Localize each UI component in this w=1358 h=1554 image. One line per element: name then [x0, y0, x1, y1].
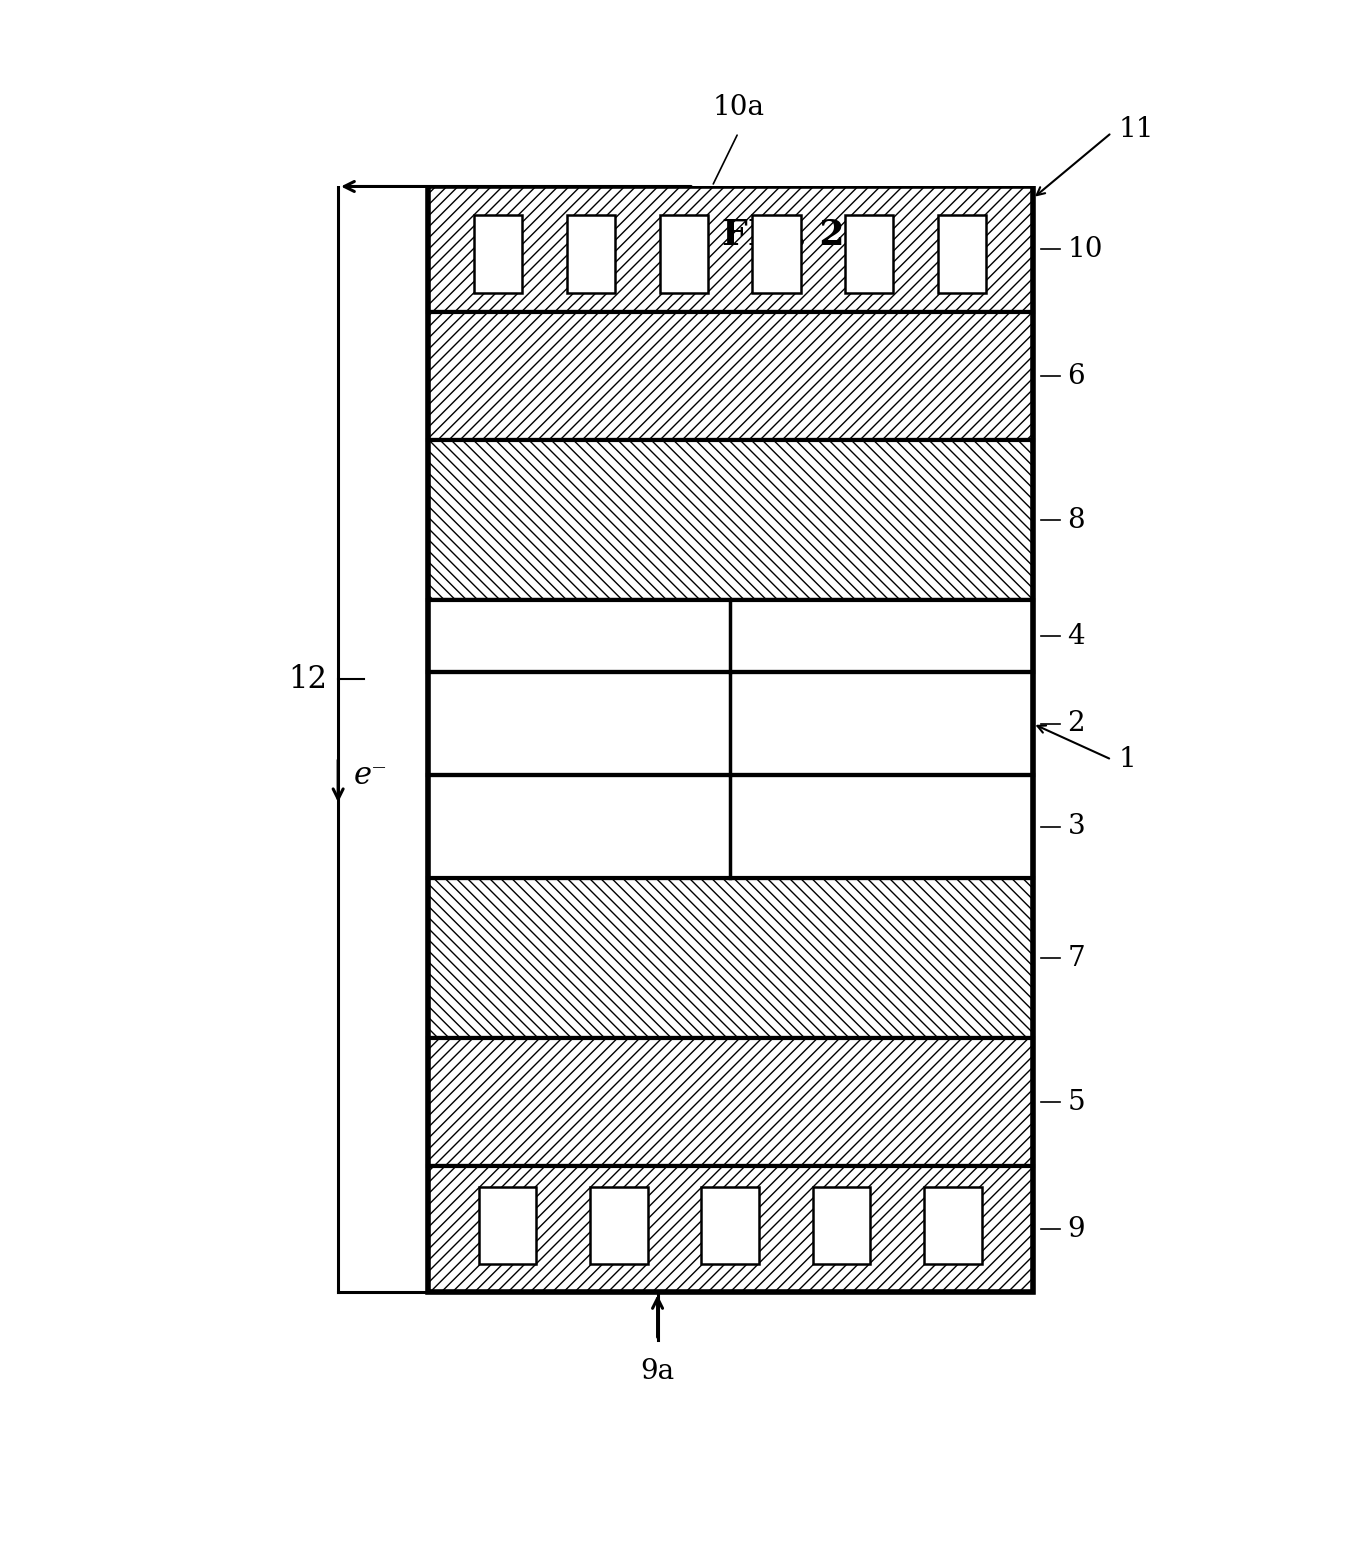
Text: 7: 7: [1067, 945, 1085, 971]
Bar: [660, 216, 708, 294]
Text: 9: 9: [1067, 1215, 1085, 1243]
Bar: [428, 186, 1032, 312]
Bar: [845, 216, 894, 294]
Bar: [428, 186, 1032, 1291]
Bar: [474, 216, 523, 294]
Bar: [938, 216, 986, 294]
Bar: [428, 600, 1032, 673]
Bar: [428, 878, 1032, 1038]
Bar: [731, 600, 1032, 673]
Bar: [428, 673, 731, 775]
Bar: [731, 673, 1032, 775]
Text: 4: 4: [1067, 623, 1085, 650]
Text: 9a: 9a: [641, 1358, 675, 1385]
Bar: [428, 312, 1032, 440]
Bar: [428, 775, 731, 878]
Bar: [428, 673, 1032, 775]
Bar: [428, 1038, 1032, 1167]
Bar: [589, 1187, 648, 1265]
Bar: [428, 1167, 1032, 1291]
Bar: [428, 673, 1032, 775]
Bar: [428, 1167, 1032, 1291]
Bar: [428, 600, 1032, 673]
Bar: [428, 440, 1032, 600]
Text: 8: 8: [1067, 507, 1085, 535]
Text: e⁻: e⁻: [354, 760, 388, 791]
Text: FIG. 2: FIG. 2: [721, 218, 845, 252]
Bar: [701, 1187, 759, 1265]
Bar: [428, 600, 731, 673]
Bar: [478, 1187, 536, 1265]
Text: 1: 1: [1119, 746, 1137, 774]
Bar: [428, 775, 1032, 878]
Text: 6: 6: [1067, 362, 1085, 390]
Bar: [752, 216, 801, 294]
Text: 5: 5: [1067, 1089, 1085, 1116]
Text: 10: 10: [1067, 236, 1103, 263]
Bar: [428, 186, 1032, 312]
Text: 2: 2: [1067, 710, 1085, 737]
Text: 3: 3: [1067, 813, 1085, 841]
Bar: [566, 216, 615, 294]
Text: 11: 11: [1119, 115, 1154, 143]
Bar: [731, 775, 1032, 878]
Bar: [812, 1187, 870, 1265]
Text: 10a: 10a: [713, 93, 765, 121]
Text: 12: 12: [289, 664, 327, 695]
Bar: [923, 1187, 982, 1265]
Bar: [428, 775, 1032, 878]
